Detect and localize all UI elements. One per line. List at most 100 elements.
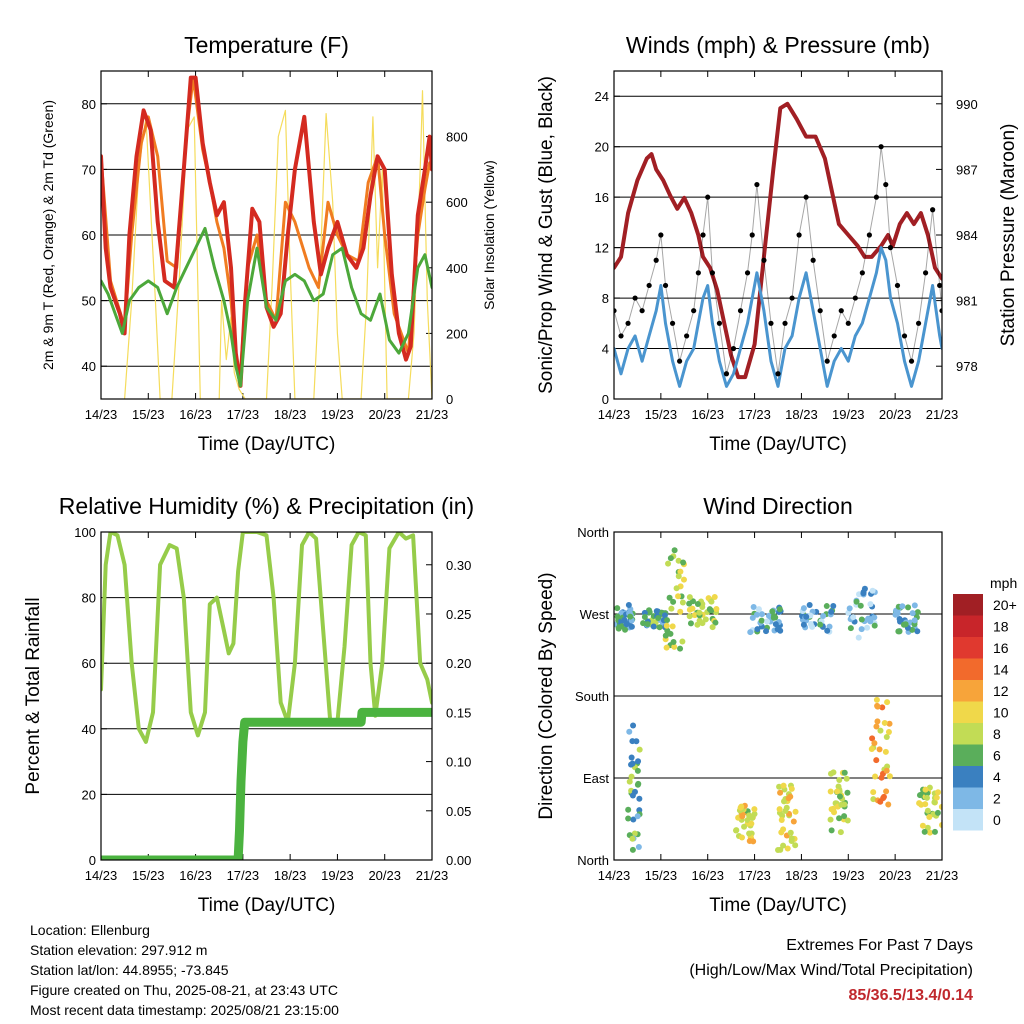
direction-point — [633, 738, 640, 745]
gust-point — [908, 358, 915, 364]
direction-point — [861, 585, 868, 592]
direction-point — [869, 735, 876, 742]
legend-label: 18 — [993, 618, 1009, 634]
legend-title: mph — [990, 575, 1017, 591]
y-right-tick-label: 0.30 — [446, 558, 471, 573]
direction-point — [883, 788, 890, 795]
y-axis-label: 2m & 9m T (Red, Orange) & 2m Td (Green) — [40, 100, 56, 370]
y-tick-label: 60 — [82, 656, 96, 671]
direction-point — [713, 606, 720, 613]
x-tick-label: 19/23 — [832, 407, 865, 422]
direction-point — [782, 807, 789, 814]
legend-label: 8 — [993, 726, 1001, 742]
gust-point — [873, 194, 880, 200]
gust-point — [669, 320, 676, 326]
y-tick-label: West — [580, 607, 610, 622]
direction-point — [629, 835, 636, 842]
x-tick-label: 16/23 — [691, 407, 724, 422]
legend-label: 20+ — [993, 597, 1017, 613]
direction-point — [883, 733, 890, 740]
legend-label: 14 — [993, 661, 1009, 677]
direction-point — [634, 813, 641, 820]
x-tick-label: 17/23 — [738, 407, 771, 422]
direction-point — [662, 632, 669, 639]
direction-point — [844, 789, 851, 796]
direction-point — [867, 616, 874, 623]
direction-point — [641, 613, 648, 620]
y-right-tick-label: 978 — [956, 359, 978, 374]
direction-point — [699, 601, 706, 608]
gust-point — [859, 270, 865, 276]
x-tick-label: 14/23 — [598, 868, 631, 883]
direction-point — [680, 576, 687, 583]
direction-point — [709, 624, 716, 631]
direction-point — [686, 594, 693, 601]
station-info: Location: Ellenburg Station elevation: 2… — [30, 920, 339, 1020]
direction-point — [886, 720, 893, 727]
direction-point — [628, 623, 635, 630]
direction-point — [828, 806, 835, 813]
gust-point — [695, 270, 701, 276]
direction-point — [938, 822, 942, 829]
direction-point — [738, 834, 745, 841]
plot-area — [614, 547, 942, 854]
x-tick-label: 21/23 — [926, 407, 959, 422]
direction-point — [800, 605, 807, 612]
gust-point — [749, 232, 755, 238]
y-tick-label: East — [583, 771, 609, 786]
chart-title: Relative Humidity (%) & Precipitation (i… — [59, 493, 474, 519]
y-right-tick-label: 0.15 — [446, 705, 471, 720]
direction-point — [872, 773, 879, 780]
y-right-axis-label: Station Pressure (Maroon) — [998, 124, 1019, 347]
plot-area — [101, 532, 432, 860]
direction-point — [746, 830, 753, 837]
x-tick-label: 14/23 — [85, 407, 118, 422]
direction-point — [867, 601, 874, 608]
gust-point — [618, 333, 624, 339]
direction-point — [696, 617, 703, 624]
extremes-box: Extremes For Past 7 Days (High/Low/Max W… — [689, 933, 973, 1008]
direction-point — [754, 626, 761, 633]
direction-point — [618, 623, 625, 630]
x-tick-label: 20/23 — [368, 407, 401, 422]
direction-point — [614, 621, 618, 628]
gust-point — [716, 320, 723, 326]
legend-swatch — [953, 787, 983, 809]
direction-point — [868, 745, 875, 752]
gust-point — [632, 295, 638, 301]
y-right-tick-label: 984 — [956, 228, 978, 243]
direction-point — [784, 845, 791, 852]
direction-point — [665, 560, 672, 567]
direction-point — [746, 812, 753, 819]
direction-point — [663, 644, 670, 651]
gust-point — [737, 308, 744, 314]
direction-point — [708, 598, 715, 605]
plot-area — [101, 75, 432, 399]
y-tick-label: 60 — [82, 228, 96, 243]
direction-point — [895, 628, 902, 635]
y-right-tick-label: 0.25 — [446, 607, 471, 622]
station-location: Location: Ellenburg — [30, 922, 150, 938]
direction-point — [874, 703, 881, 710]
gust-point — [915, 320, 922, 326]
direction-point — [896, 615, 903, 622]
legend-label: 6 — [993, 747, 1001, 763]
direction-point — [899, 603, 906, 610]
direction-point — [827, 816, 834, 823]
legend-swatch — [953, 680, 983, 702]
x-tick-label: 20/23 — [368, 868, 401, 883]
direction-point — [873, 723, 880, 730]
gust-point — [705, 194, 711, 200]
y-tick-label: South — [575, 689, 609, 704]
direction-point — [787, 793, 794, 800]
direction-point — [661, 612, 668, 619]
legend-swatch — [953, 723, 983, 745]
direction-point — [696, 609, 703, 616]
y-tick-label: 100 — [74, 525, 96, 540]
gust-point — [901, 333, 908, 339]
direction-point — [635, 843, 642, 850]
direction-point — [634, 767, 641, 774]
direction-point — [780, 782, 787, 789]
